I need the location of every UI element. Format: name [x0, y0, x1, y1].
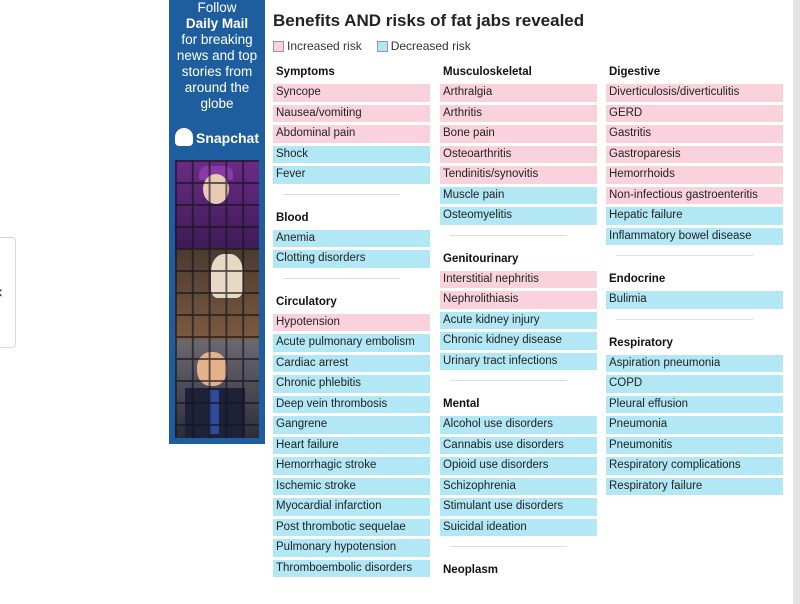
ad-line: Follow: [197, 0, 237, 15]
condition-row: Abdominal pain: [273, 125, 430, 143]
condition-row: COPD: [606, 375, 783, 393]
condition-row: Stimulant use disorders: [440, 498, 597, 516]
condition-row: Fever: [273, 166, 430, 184]
ad-line: for breaking: [181, 32, 253, 47]
legend-decreased: Decreased risk: [376, 39, 471, 53]
condition-row: Nephrolithiasis: [440, 291, 597, 309]
condition-row: Respiratory failure: [606, 477, 783, 495]
ad-text: Follow Daily Mail for breaking news and …: [169, 0, 265, 112]
condition-row: Non-infectious gastroenteritis: [606, 186, 783, 204]
condition-row: Thromboembolic disorders: [273, 559, 430, 577]
snapchat-ghost-icon: [174, 128, 193, 146]
ad-brand: Daily Mail: [185, 16, 249, 31]
condition-row: Acute kidney injury: [440, 311, 597, 329]
section-divider: [616, 255, 753, 256]
condition-row: Post thrombotic sequelae: [273, 518, 430, 536]
condition-row: Chronic kidney disease: [440, 332, 597, 350]
condition-row: Tendinitis/synovitis: [440, 166, 597, 184]
condition-row: Hemorrhagic stroke: [273, 457, 430, 475]
section-title: Symptoms: [276, 66, 335, 78]
condition-row: Osteomyelitis: [440, 207, 597, 225]
section-title: Digestive: [609, 66, 661, 78]
condition-row: Gastroparesis: [606, 145, 783, 163]
section-title: Respiratory: [609, 336, 673, 349]
column-2: Musculoskeletal Arthralgia Arthritis Bone p…: [440, 62, 597, 582]
condition-row: Hypotension: [273, 313, 430, 331]
condition-row: Schizophrenia: [440, 477, 597, 495]
section-divider: [450, 234, 567, 236]
ad-line: news and top: [176, 48, 258, 63]
condition-row: Deep vein thrombosis: [273, 395, 430, 413]
condition-row: Suicidal ideation: [440, 518, 597, 536]
condition-row: Gastritis: [606, 125, 783, 143]
section-title: Mental: [443, 398, 480, 410]
snapchat-text: Snapchat: [195, 130, 259, 146]
ad-line: around the: [184, 80, 250, 95]
condition-row: Acute pulmonary embolism: [273, 334, 430, 352]
condition-row: Pleural effusion: [606, 395, 783, 413]
carousel-prev-button[interactable]: ‹: [0, 237, 16, 348]
condition-row: Anemia: [273, 229, 430, 247]
condition-row: GERD: [606, 104, 783, 122]
legend-increased: Increased risk: [273, 39, 362, 53]
condition-row: Muscle pain: [440, 186, 597, 204]
snapchat-label: Snapchat: [169, 128, 265, 146]
condition-row: Pulmonary hypotension: [273, 539, 430, 557]
condition-row: Alcohol use disorders: [440, 416, 597, 434]
page-title: Benefits AND risks of fat jabs revealed: [273, 11, 585, 30]
condition-row: Hepatic failure: [606, 207, 783, 225]
legend-decreased-swatch: [376, 40, 388, 52]
ad-line: stories from: [181, 64, 253, 79]
legend-increased-label: Increased risk: [287, 39, 362, 53]
condition-row: Interstitial nephritis: [440, 270, 597, 288]
condition-row: Gangrene: [273, 416, 430, 434]
section-title: Blood: [276, 211, 309, 224]
section-divider: [450, 380, 567, 381]
section-title: Circulatory: [276, 295, 337, 308]
condition-row: Ischemic stroke: [273, 477, 430, 495]
section-title: Genitourinary: [443, 252, 519, 265]
section-title: Neoplasm: [443, 564, 498, 576]
condition-row: Myocardial infarction: [273, 498, 430, 516]
condition-row: Syncope: [273, 84, 430, 102]
section-divider: [450, 546, 567, 547]
legend-increased-swatch: [273, 40, 284, 52]
snapchat-ad-banner[interactable]: Follow Daily Mail for breaking news and …: [169, 0, 265, 444]
condition-row: Arthralgia: [440, 84, 597, 102]
ad-photo-collage: [175, 160, 259, 438]
column-3: Digestive Diverticulosis/diverticulitis GE…: [606, 62, 783, 498]
condition-row: Pneumonia: [606, 416, 783, 434]
condition-row: Pneumonitis: [606, 436, 783, 454]
section-title: Musculoskeletal: [443, 66, 532, 78]
column-1: Symptoms Syncope Nausea/vomiting Abdominal …: [273, 62, 430, 580]
condition-row: Cardiac arrest: [273, 354, 430, 372]
condition-row: Urinary tract infections: [440, 352, 597, 370]
section-divider: [616, 318, 753, 320]
ad-line: globe: [200, 96, 234, 111]
section-divider: [283, 277, 400, 279]
condition-row: Osteoarthritis: [440, 145, 597, 163]
condition-row: Aspiration pneumonia: [606, 354, 783, 372]
condition-row: Nausea/vomiting: [273, 104, 430, 122]
legend: Increased risk Decreased risk: [273, 39, 486, 53]
section-title: Endocrine: [609, 273, 666, 285]
condition-row: Shock: [273, 145, 430, 163]
condition-row: Heart failure: [273, 436, 430, 454]
condition-row: Bone pain: [440, 125, 597, 143]
condition-row: Hemorrhoids: [606, 166, 783, 184]
section-divider: [283, 193, 400, 195]
condition-row: Clotting disorders: [273, 250, 430, 268]
scrollbar-track[interactable]: [793, 0, 800, 604]
condition-row: Cannabis use disorders: [440, 436, 597, 454]
condition-row: Diverticulosis/diverticulitis: [606, 84, 783, 102]
chevron-left-icon: ‹: [0, 282, 3, 303]
condition-row: Bulimia: [606, 291, 783, 309]
condition-row: Opioid use disorders: [440, 457, 597, 475]
condition-row: Respiratory complications: [606, 457, 783, 475]
condition-row: Chronic phlebitis: [273, 375, 430, 393]
condition-row: Inflammatory bowel disease: [606, 227, 783, 245]
condition-row: Arthritis: [440, 104, 597, 122]
legend-decreased-label: Decreased risk: [390, 39, 471, 53]
